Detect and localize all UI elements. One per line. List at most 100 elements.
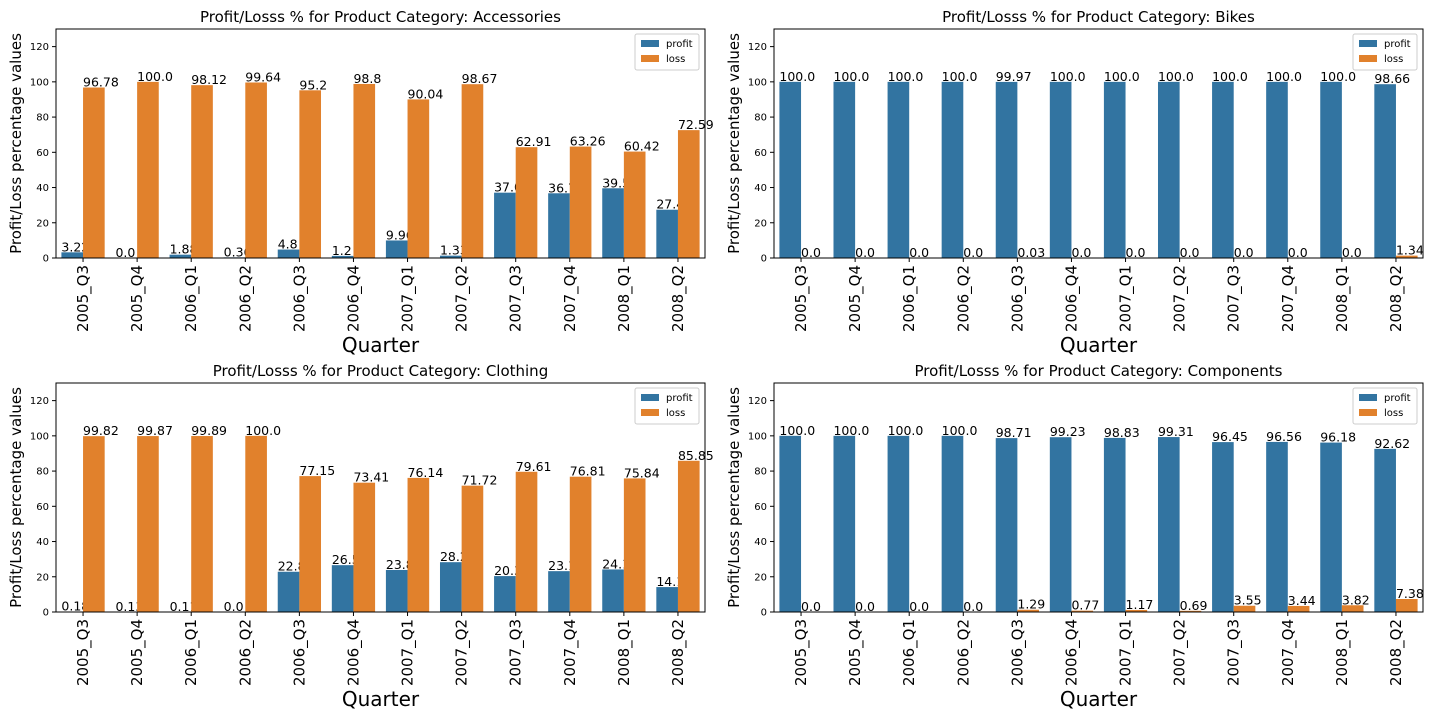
data-label-profit: 98.83 [1104, 425, 1140, 440]
x-tick-label: 2006_Q1 [900, 265, 919, 332]
bar-profit [602, 569, 624, 612]
chart-title: Profit/Losss % for Product Category: Com… [915, 362, 1283, 380]
y-tick-label: 20 [754, 218, 767, 229]
data-label-loss: 100.0 [137, 69, 173, 84]
x-tick-label: 2005_Q3 [74, 619, 93, 686]
data-label-profit: 100.0 [942, 423, 978, 438]
bar-profit [548, 193, 570, 258]
legend-swatch-profit [1359, 40, 1377, 47]
data-label-profit: 3.22 [61, 239, 89, 254]
bar-profit [439, 562, 462, 612]
x-tick-label: 2007_Q4 [561, 265, 580, 332]
data-label-profit: 4.8 [278, 237, 298, 252]
bar-loss [623, 151, 646, 258]
bar-profit [1157, 437, 1180, 612]
legend-swatch-profit [1359, 394, 1377, 401]
bar-profit [941, 435, 964, 612]
data-label-loss: 1.29 [1017, 597, 1045, 612]
legend-label-profit: profit [1384, 39, 1411, 50]
data-label-profit: 100.0 [888, 423, 924, 438]
x-tick-label: 2006_Q4 [1062, 619, 1081, 686]
bar-profit [1266, 81, 1288, 258]
legend: profit loss [1352, 33, 1418, 71]
data-label-loss: 75.84 [624, 465, 660, 480]
data-label-loss: 3.44 [1288, 593, 1316, 608]
x-tick-label: 2007_Q1 [1117, 265, 1136, 332]
data-label-profit: 96.56 [1266, 429, 1302, 444]
data-label-loss: 0.77 [1071, 598, 1099, 613]
data-label-loss: 99.82 [83, 423, 119, 438]
x-tick-label: 2007_Q4 [561, 619, 580, 686]
data-label-loss: 77.15 [299, 463, 335, 478]
x-axis-label: Quarter [1060, 687, 1138, 711]
x-tick-label: 2007_Q2 [453, 265, 472, 332]
data-label-profit: 1.33 [440, 243, 468, 258]
bar-profit [1374, 84, 1396, 259]
data-label-profit: 100.0 [1266, 69, 1302, 84]
y-tick-label: 0 [761, 608, 767, 619]
x-tick-label: 2005_Q3 [792, 619, 811, 686]
x-tick-label: 2008_Q2 [669, 619, 688, 686]
bar-loss [83, 87, 105, 258]
data-label-loss: 100.0 [245, 423, 281, 438]
bar-profit [277, 571, 300, 612]
legend-swatch-loss [1359, 409, 1377, 416]
data-label-loss: 0.0 [963, 599, 983, 614]
data-label-loss: 62.91 [516, 134, 552, 149]
bar-loss [1179, 610, 1202, 612]
x-tick-label: 2007_Q3 [507, 265, 526, 332]
bar-profit [1049, 81, 1072, 258]
data-label-loss: 0.0 [1180, 245, 1200, 260]
bar-profit [887, 435, 910, 612]
bar-profit [1374, 448, 1396, 612]
x-tick-label: 2005_Q4 [128, 619, 147, 686]
data-label-loss: 79.61 [516, 459, 552, 474]
bar-profit [1320, 81, 1342, 258]
x-tick-label: 2007_Q2 [1171, 619, 1190, 686]
data-label-loss: 3.82 [1342, 592, 1370, 607]
bar-loss [137, 436, 159, 612]
bar-profit [1049, 437, 1072, 612]
bar-loss [191, 436, 213, 612]
x-tick-label: 2005_Q4 [128, 265, 147, 332]
x-tick-label: 2006_Q1 [182, 265, 201, 332]
bar-profit [548, 571, 570, 612]
plot-frame [55, 28, 706, 259]
data-label-loss: 73.41 [353, 470, 389, 485]
y-tick-label: 80 [754, 113, 767, 124]
legend-label-profit: profit [1384, 393, 1411, 404]
bar-profit [494, 576, 516, 612]
bar-profit [1212, 442, 1234, 612]
x-tick-label: 2007_Q1 [1117, 619, 1136, 686]
data-label-loss: 3.55 [1234, 593, 1262, 608]
bar-loss [407, 99, 430, 258]
data-label-loss: 0.0 [963, 245, 983, 260]
bar-profit [602, 188, 624, 258]
bar-loss [299, 90, 322, 258]
bar-profit [1266, 441, 1288, 612]
y-tick-label: 120 [30, 42, 49, 53]
bar-loss [353, 83, 376, 259]
data-label-profit: 100.0 [833, 423, 869, 438]
data-label-loss: 0.0 [1342, 245, 1362, 260]
bar-profit [61, 252, 84, 258]
legend-label-loss: loss [1384, 54, 1403, 65]
x-tick-label: 2006_Q2 [954, 265, 973, 332]
bar-profit [277, 249, 300, 258]
bar-loss [299, 476, 322, 612]
y-axis-label: Profit/Loss percentage values [725, 33, 743, 254]
y-tick-label: 60 [754, 502, 767, 513]
y-tick-label: 40 [36, 183, 49, 194]
bar-loss [515, 147, 538, 258]
x-axis-label: Quarter [342, 333, 420, 357]
y-tick-label: 40 [754, 183, 767, 194]
bar-profit [1157, 81, 1180, 258]
data-label-loss: 0.0 [855, 599, 875, 614]
legend-label-loss: loss [666, 54, 685, 65]
y-axis-label: Profit/Loss percentage values [7, 387, 25, 608]
data-label-profit: 98.66 [1374, 71, 1410, 86]
data-label-profit: 0.0 [224, 599, 244, 614]
data-label-profit: 96.18 [1320, 430, 1356, 445]
bar-loss [1395, 255, 1418, 258]
